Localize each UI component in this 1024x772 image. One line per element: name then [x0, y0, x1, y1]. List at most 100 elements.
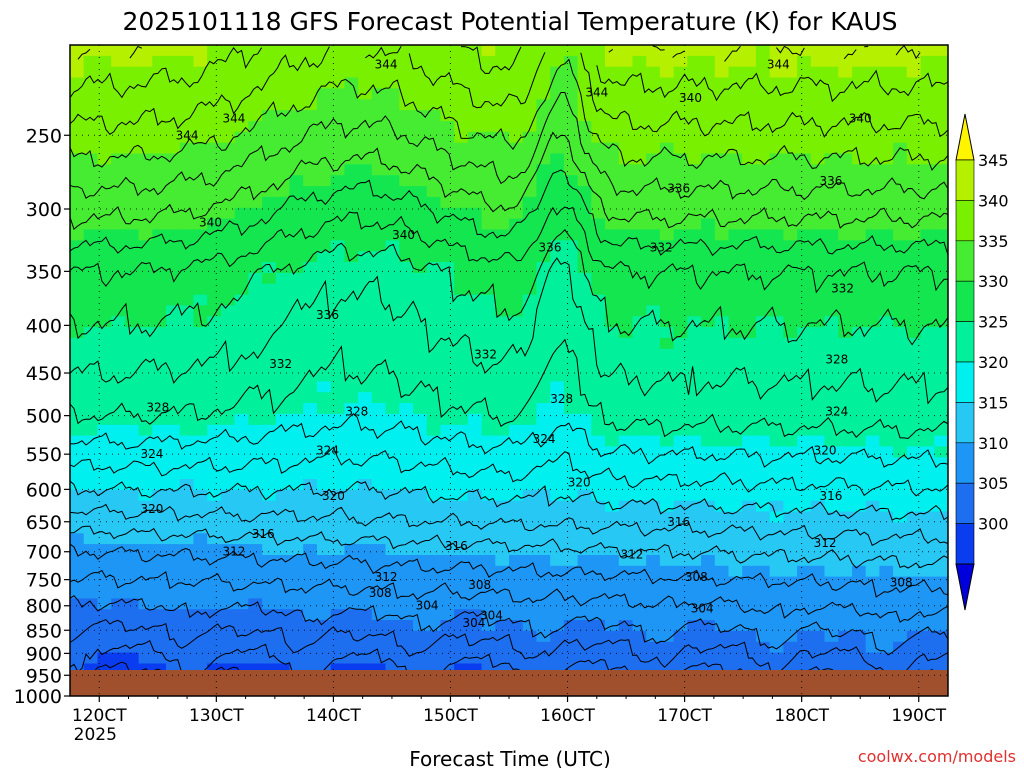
- field-cell: [632, 479, 647, 491]
- field-cell: [797, 229, 812, 241]
- field-cell: [838, 565, 853, 578]
- field-cell: [481, 262, 496, 274]
- field-cell: [550, 348, 565, 361]
- field-cell: [906, 66, 922, 79]
- field-cell: [275, 468, 291, 480]
- field-cell: [97, 609, 112, 621]
- field-cell: [687, 576, 702, 589]
- field-cell: [755, 45, 771, 57]
- field-cell: [124, 77, 140, 89]
- field-cell: [124, 381, 140, 393]
- field-cell: [303, 55, 318, 68]
- field-cell: [316, 620, 332, 632]
- field-cell: [111, 533, 126, 545]
- field-cell: [838, 544, 853, 556]
- field-cell: [220, 511, 236, 523]
- field-cell: [865, 446, 880, 458]
- field-cell: [193, 522, 208, 534]
- field-cell: [193, 630, 208, 643]
- field-cell: [344, 381, 359, 393]
- field-cell: [166, 142, 181, 155]
- field-cell: [742, 641, 757, 654]
- field-cell: [591, 435, 606, 447]
- field-cell: [316, 598, 332, 610]
- field-cell: [303, 446, 318, 458]
- field-cell: [70, 500, 85, 513]
- field-cell: [920, 337, 935, 350]
- field-cell: [289, 262, 304, 274]
- field-cell: [275, 522, 291, 534]
- field-cell: [577, 153, 592, 165]
- field-cell: [893, 251, 908, 263]
- field-cell: [659, 652, 675, 665]
- field-cell: [138, 121, 153, 133]
- field-cell: [865, 45, 880, 57]
- field-cell: [166, 186, 181, 198]
- field-cell: [618, 229, 634, 241]
- field-cell: [495, 424, 510, 437]
- field-cell: [906, 142, 922, 155]
- field-cell: [467, 240, 483, 252]
- field-cell: [83, 641, 98, 654]
- field-cell: [783, 294, 798, 306]
- field-cell: [358, 175, 373, 187]
- field-cell: [275, 348, 291, 361]
- field-cell: [701, 305, 716, 317]
- field-cell: [934, 500, 948, 513]
- field-cell: [275, 403, 291, 415]
- field-cell: [714, 598, 730, 610]
- field-cell: [824, 413, 839, 426]
- field-cell: [426, 446, 441, 458]
- field-cell: [577, 500, 592, 513]
- field-cell: [550, 479, 565, 491]
- field-cell: [440, 294, 455, 306]
- field-cell: [262, 500, 277, 513]
- field-cell: [97, 392, 112, 404]
- field-cell: [865, 196, 880, 209]
- field-cell: [838, 489, 853, 502]
- field-cell: [824, 652, 839, 665]
- field-cell: [138, 576, 153, 589]
- field-cell: [714, 348, 730, 361]
- field-cell: [220, 207, 236, 220]
- field-cell: [687, 153, 702, 165]
- field-cell: [97, 66, 112, 79]
- field-cell: [591, 609, 606, 621]
- field-cell: [83, 544, 98, 556]
- contour-label: 312: [222, 545, 245, 559]
- field-cell: [673, 153, 688, 165]
- field-cell: [152, 262, 167, 274]
- field-cell: [865, 121, 880, 133]
- field-cell: [207, 370, 222, 382]
- field-cell: [934, 663, 948, 675]
- field-cell: [687, 272, 702, 285]
- field-cell: [755, 121, 771, 133]
- field-cell: [495, 283, 510, 296]
- field-cell: [124, 533, 140, 545]
- field-cell: [358, 424, 373, 437]
- field-cell: [207, 88, 222, 100]
- field-cell: [413, 131, 428, 144]
- field-cell: [838, 283, 853, 296]
- field-cell: [618, 175, 634, 187]
- field-cell: [193, 500, 208, 513]
- field-cell: [481, 446, 496, 458]
- field-cell: [701, 641, 716, 654]
- field-cell: [467, 435, 483, 447]
- field-cell: [673, 652, 688, 665]
- field-cell: [632, 424, 647, 437]
- field-cell: [893, 207, 908, 220]
- field-cell: [934, 403, 948, 415]
- field-cell: [262, 348, 277, 361]
- field-cell: [728, 186, 743, 198]
- field-cell: [385, 565, 400, 578]
- field-cell: [371, 262, 387, 274]
- field-cell: [97, 479, 112, 491]
- field-cell: [440, 565, 455, 578]
- field-cell: [769, 337, 784, 350]
- field-cell: [701, 337, 716, 350]
- field-cell: [550, 370, 565, 382]
- field-cell: [550, 544, 565, 556]
- field-cell: [701, 446, 716, 458]
- field-cell: [865, 262, 880, 274]
